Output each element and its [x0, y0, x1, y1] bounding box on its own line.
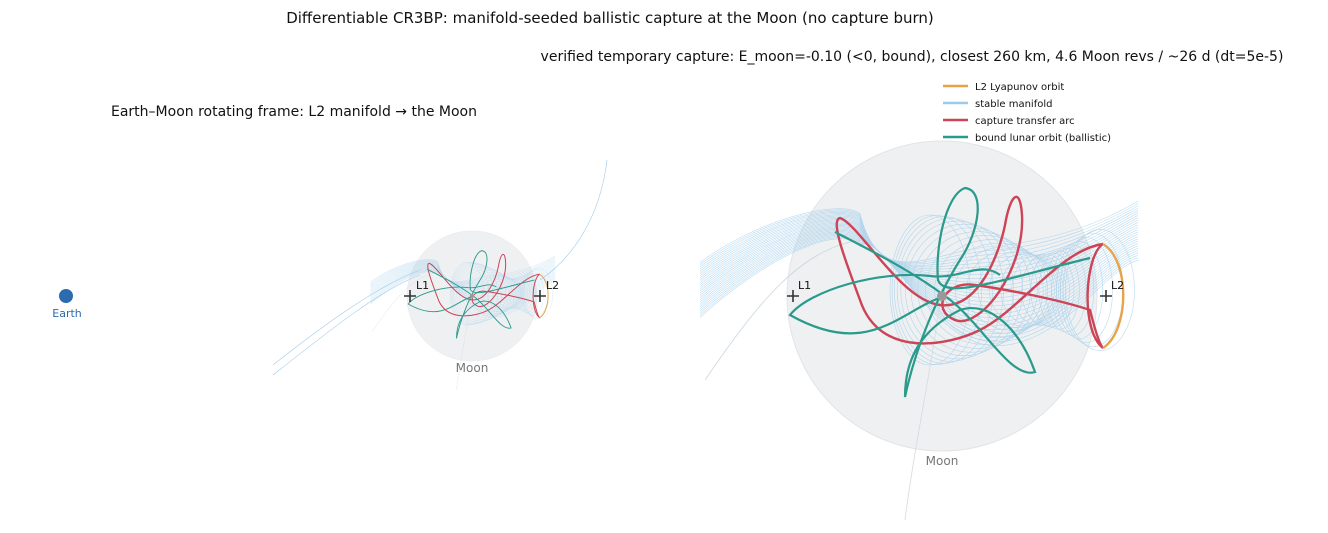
legend-label: bound lunar orbit (ballistic): [975, 133, 1111, 144]
l1-label: L1: [416, 279, 429, 292]
l1-label: L1: [798, 279, 811, 292]
subtitle: verified temporary capture: E_moon=-0.10…: [541, 49, 1284, 65]
right-scene: [698, 139, 1138, 522]
earth: [59, 289, 73, 303]
l2-label: L2: [1111, 279, 1124, 292]
title: Differentiable CR3BP: manifold-seeded ba…: [286, 9, 934, 27]
l2-label: L2: [546, 279, 559, 292]
legend-label: L2 Lyapunov orbit: [975, 82, 1064, 93]
legend-label: stable manifold: [975, 99, 1052, 110]
earth-label: Earth: [52, 307, 82, 320]
manifold-tail: [539, 159, 608, 281]
lagrange-markers: [787, 290, 1112, 302]
manifold-tail: [272, 269, 421, 366]
moon-label: Moon: [456, 361, 489, 375]
lagrange-markers: [404, 290, 546, 302]
moon-label: Moon: [926, 454, 959, 468]
manifold-tail: [272, 274, 421, 376]
legend-label: capture transfer arc: [975, 116, 1075, 127]
legend: L2 Lyapunov orbit stable manifold capture …: [943, 82, 1111, 144]
panel-title: Earth–Moon rotating frame: L2 manifold →…: [111, 104, 477, 120]
